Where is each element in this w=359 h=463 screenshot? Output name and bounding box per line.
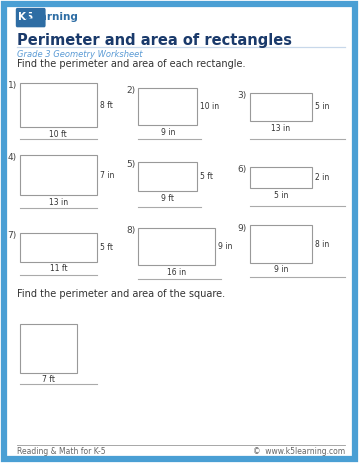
Text: 9 in: 9 in [274, 265, 288, 274]
Text: 5 in: 5 in [315, 102, 330, 112]
FancyBboxPatch shape [16, 8, 46, 27]
Bar [20, 324, 77, 373]
Text: 5 in: 5 in [274, 191, 288, 200]
Text: 9 ft: 9 ft [161, 194, 174, 202]
Text: 4): 4) [8, 153, 17, 162]
Text: Learning: Learning [26, 12, 78, 22]
Text: 10 in: 10 in [200, 102, 219, 111]
Text: 7): 7) [8, 231, 17, 240]
Bar [250, 167, 312, 188]
Bar [138, 162, 197, 191]
Text: 7 in: 7 in [100, 170, 114, 180]
Text: 8 in: 8 in [315, 239, 330, 249]
Text: 8): 8) [126, 226, 135, 235]
Text: 2 in: 2 in [315, 173, 330, 182]
Text: 6): 6) [237, 165, 247, 174]
Text: 13 in: 13 in [49, 198, 68, 207]
Text: 9 in: 9 in [218, 242, 233, 251]
Text: K5: K5 [18, 12, 33, 22]
Text: 8 ft: 8 ft [100, 101, 113, 110]
Bar [250, 225, 312, 263]
Bar [20, 155, 97, 195]
Bar [250, 93, 312, 121]
Text: 16 in: 16 in [167, 268, 186, 276]
Text: 13 in: 13 in [271, 124, 290, 133]
Text: 7 ft: 7 ft [42, 375, 55, 384]
Text: 1): 1) [8, 81, 17, 90]
Bar [138, 88, 197, 125]
Bar [138, 228, 215, 265]
Text: ©  www.k5learning.com: © www.k5learning.com [252, 447, 345, 456]
Text: 9): 9) [237, 224, 247, 232]
Bar [20, 233, 97, 262]
Text: 11 ft: 11 ft [50, 264, 67, 273]
Text: 2): 2) [126, 86, 135, 95]
Text: 3): 3) [237, 91, 247, 100]
Text: Find the perimeter and area of each rectangle.: Find the perimeter and area of each rect… [17, 59, 246, 69]
Bar [20, 83, 97, 127]
Text: 5 ft: 5 ft [100, 243, 113, 252]
Text: Reading & Math for K-5: Reading & Math for K-5 [17, 447, 106, 456]
Text: 10 ft: 10 ft [50, 130, 67, 139]
Text: 9 in: 9 in [160, 128, 175, 137]
Text: 5 ft: 5 ft [200, 172, 213, 181]
Text: Perimeter and area of rectangles: Perimeter and area of rectangles [17, 33, 292, 48]
Text: Find the perimeter and area of the square.: Find the perimeter and area of the squar… [17, 289, 225, 299]
Text: Grade 3 Geometry Worksheet: Grade 3 Geometry Worksheet [17, 50, 143, 59]
Text: 5): 5) [126, 160, 135, 169]
